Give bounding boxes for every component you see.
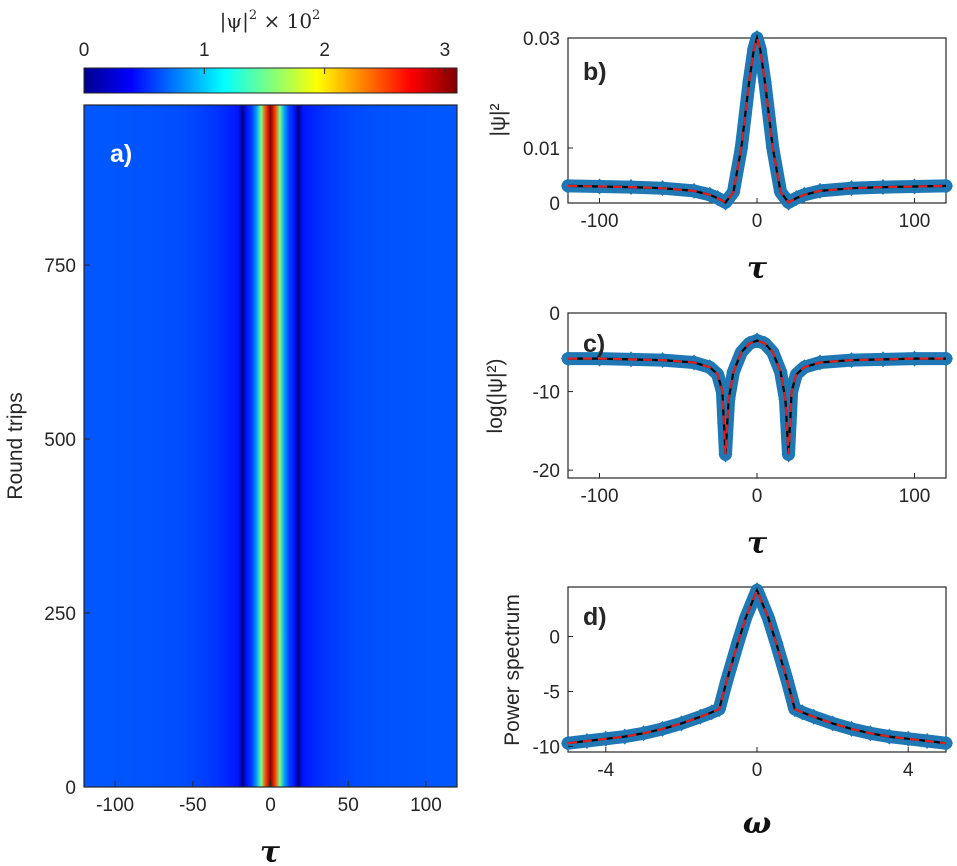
colorbar: |ψ|2 × 102 0 1 2 3 — [79, 8, 458, 94]
plot-frame — [567, 586, 947, 753]
panel-label: a) — [110, 140, 132, 168]
y-tick-label: 0 — [549, 628, 560, 649]
series-markers — [561, 31, 953, 209]
panel-label: d) — [583, 603, 607, 631]
x-axis-label: τ — [260, 835, 281, 866]
x-axis-label: ω — [743, 806, 772, 841]
x-axis-label: τ — [747, 526, 768, 561]
x-tick-label: -4 — [597, 760, 614, 781]
series-dashed — [567, 587, 947, 745]
y-tick-label: 0.03 — [523, 29, 560, 50]
colorbar-ticks: 0 1 2 3 — [79, 40, 451, 74]
x-tick-label: 0 — [752, 486, 763, 507]
axis-ticks: -100 0 100 0 0.01 0.03 — [523, 29, 930, 232]
series-line — [567, 587, 947, 745]
x-tick-label: -100 — [96, 795, 134, 816]
plot-series — [561, 582, 953, 752]
colorbar-tick-label: 3 — [440, 40, 451, 61]
svg-text:log(|ψ|²): log(|ψ|²) — [484, 359, 507, 434]
axis-ticks: -4 0 4 -10 -5 0 — [533, 628, 914, 782]
plot-series — [561, 30, 953, 211]
series-dashed — [568, 339, 946, 455]
panel-c: -100 0 100-20-100 c) τ log(|ψ|²) — [484, 304, 953, 561]
svg-text:|ψ|²: |ψ|² — [487, 104, 510, 137]
y-tick-label: 0 — [549, 304, 560, 325]
x-tick-label: 100 — [899, 211, 931, 232]
y-tick-label: 250 — [44, 604, 76, 625]
x-tick-label: 100 — [410, 795, 442, 816]
axis-ticks: -100 0 100-20-100 — [533, 304, 931, 507]
heatmap-field — [84, 105, 457, 787]
x-tick-label: -100 — [580, 211, 618, 232]
x-tick-label: 0 — [752, 211, 763, 232]
colorbar-tick-label: 2 — [319, 40, 330, 61]
y-tick-label: 0 — [549, 194, 560, 215]
x-tick-label: -50 — [179, 795, 206, 816]
colorbar-tick-label: 1 — [199, 40, 210, 61]
axis-ticks: -100 -50 0 50 100 0 250 500 750 — [44, 256, 441, 816]
y-tick-label: 500 — [44, 430, 76, 451]
y-tick-label: -10 — [533, 383, 560, 404]
y-axis-label: Power spectrum — [501, 594, 524, 746]
y-tick-label: 750 — [44, 256, 76, 277]
panel-d: -4 0 4 -10 -5 0 d) ω Power spectrum — [501, 582, 953, 841]
panel-label: c) — [583, 330, 605, 358]
y-axis-label: |ψ|² — [487, 104, 510, 137]
series-markers — [561, 334, 953, 461]
colorbar-tick-label: 0 — [79, 40, 90, 61]
y-tick-label: -10 — [533, 738, 560, 759]
x-tick-label: 50 — [338, 795, 359, 816]
series-dashed — [567, 33, 947, 204]
y-axis-label: Round trips — [4, 392, 27, 499]
plot-series — [561, 332, 953, 463]
colorbar-gradient — [83, 67, 458, 94]
series-markers — [561, 583, 953, 750]
panel-a: -100 -50 0 50 100 0 250 500 750 a) τ Round trips — [4, 104, 458, 866]
y-tick-label: 0 — [65, 778, 76, 799]
y-tick-label: -20 — [533, 461, 560, 482]
x-tick-label: 0 — [752, 760, 763, 781]
y-tick-label: -5 — [543, 683, 560, 704]
x-tick-label: 4 — [903, 760, 914, 781]
y-tick-label: 0.01 — [523, 139, 560, 160]
x-tick-label: -100 — [580, 486, 618, 507]
y-axis-label: log(|ψ|²) — [484, 359, 507, 434]
panel-label: b) — [583, 58, 607, 86]
x-tick-label: 100 — [899, 486, 931, 507]
colorbar-title: |ψ|2 × 102 — [220, 8, 321, 34]
x-axis-label: τ — [747, 251, 768, 286]
x-tick-label: 0 — [265, 795, 276, 816]
panel-b: -100 0 100 0 0.01 0.03 b) τ |ψ|² — [487, 29, 953, 286]
